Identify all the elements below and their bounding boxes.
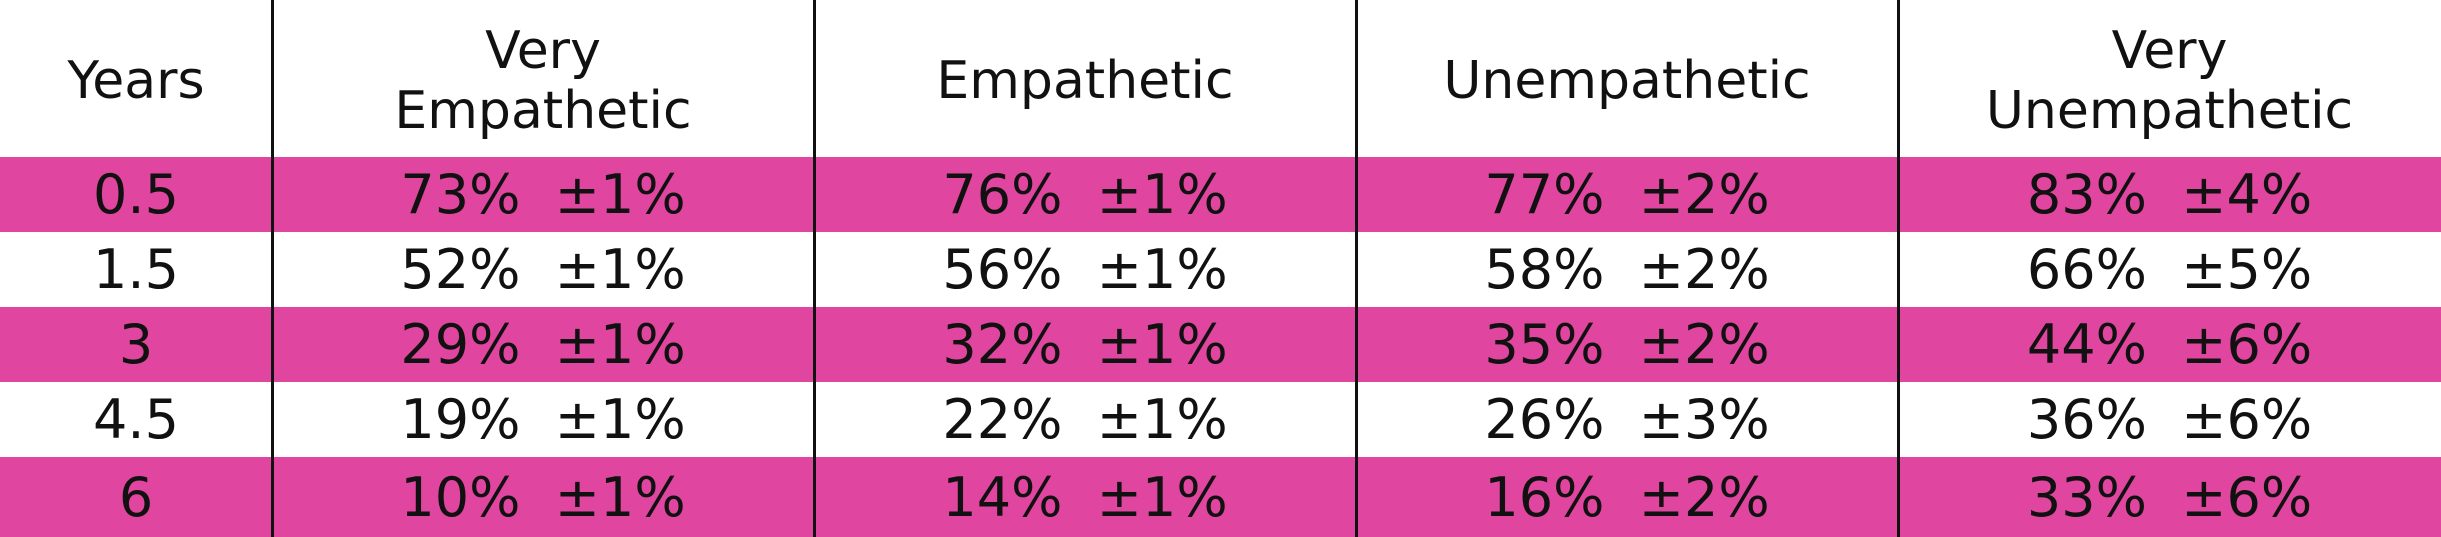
table-cell-years: 0.5 (93, 163, 179, 226)
table-cell-years: 3 (118, 313, 154, 376)
table-cell-years: 1.5 (93, 238, 179, 301)
table-cell-very-empathetic: 29% ±1% (400, 313, 686, 376)
table-cell-very-empathetic: 19% ±1% (400, 388, 686, 451)
header-row: Years Very Empathetic Empathetic Unempat… (0, 0, 2441, 157)
header-years-line-1: Years (67, 50, 205, 111)
table-cell-years: 4.5 (93, 388, 179, 451)
table-cell-years: 6 (118, 465, 154, 529)
table-cell-unempathetic: 35% ±2% (1484, 313, 1770, 376)
header-very-empathetic-line-2: Empathetic (394, 80, 692, 141)
header-unempathetic: Unempathetic (1356, 0, 1898, 157)
header-empathetic-line-1: Empathetic (936, 50, 1234, 111)
table-row-3: 3 29% ±1% 32% ±1% 35% ±2% 44% ±6% (0, 307, 2441, 382)
table-cell-very-unempathetic: 44% ±6% (2026, 313, 2313, 376)
table-cell-unempathetic: 26% ±3% (1484, 388, 1770, 451)
table-cell-very-unempathetic: 36% ±6% (2026, 388, 2313, 451)
header-very-unempathetic: Very Unempathetic (1898, 0, 2441, 157)
header-years: Years (0, 0, 272, 157)
table-cell-very-unempathetic: 66% ±5% (2026, 238, 2313, 301)
column-divider (1355, 0, 1358, 537)
table-cell-unempathetic: 77% ±2% (1484, 163, 1770, 226)
table-cell-unempathetic: 58% ±2% (1484, 238, 1770, 301)
table-cell-very-unempathetic: 83% ±4% (2026, 163, 2313, 226)
table-cell-empathetic: 56% ±1% (942, 238, 1228, 301)
column-divider (1897, 0, 1900, 537)
table-cell-empathetic: 76% ±1% (942, 163, 1228, 226)
table-row-5: 6 10% ±1% 14% ±1% 16% ±2% 33% ±6% (0, 457, 2441, 537)
table-row-4: 4.5 19% ±1% 22% ±1% 26% ±3% 36% ±6% (0, 382, 2441, 457)
column-divider (813, 0, 816, 537)
table-cell-empathetic: 14% ±1% (942, 465, 1228, 529)
header-very-empathetic: Very Empathetic (272, 0, 814, 157)
table-cell-very-empathetic: 52% ±1% (400, 238, 686, 301)
column-divider (271, 0, 274, 537)
table-cell-empathetic: 32% ±1% (942, 313, 1228, 376)
header-very-empathetic-line-1: Very (485, 20, 601, 81)
table-cell-very-empathetic: 73% ±1% (400, 163, 686, 226)
table-row-2: 1.5 52% ±1% 56% ±1% 58% ±2% 66% ±5% (0, 232, 2441, 307)
header-very-unempathetic-line-1: Very (2111, 20, 2228, 81)
table-cell-unempathetic: 16% ±2% (1484, 465, 1770, 529)
header-very-unempathetic-line-2: Unempathetic (1985, 80, 2354, 141)
table-cell-very-unempathetic: 33% ±6% (2026, 465, 2313, 529)
table-row-1: 0.5 73% ±1% 76% ±1% 77% ±2% 83% ±4% (0, 157, 2441, 232)
header-empathetic: Empathetic (814, 0, 1356, 157)
header-unempathetic-line-1: Unempathetic (1443, 50, 1811, 111)
table-cell-empathetic: 22% ±1% (942, 388, 1228, 451)
table-cell-very-empathetic: 10% ±1% (400, 465, 686, 529)
